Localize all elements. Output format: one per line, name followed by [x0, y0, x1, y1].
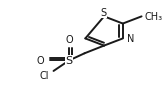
Text: O: O — [37, 56, 45, 66]
Text: CH₃: CH₃ — [144, 12, 163, 22]
Text: S: S — [66, 56, 73, 66]
Text: Cl: Cl — [40, 70, 49, 80]
Text: S: S — [101, 8, 107, 18]
Text: N: N — [127, 34, 135, 44]
Text: O: O — [65, 35, 73, 45]
